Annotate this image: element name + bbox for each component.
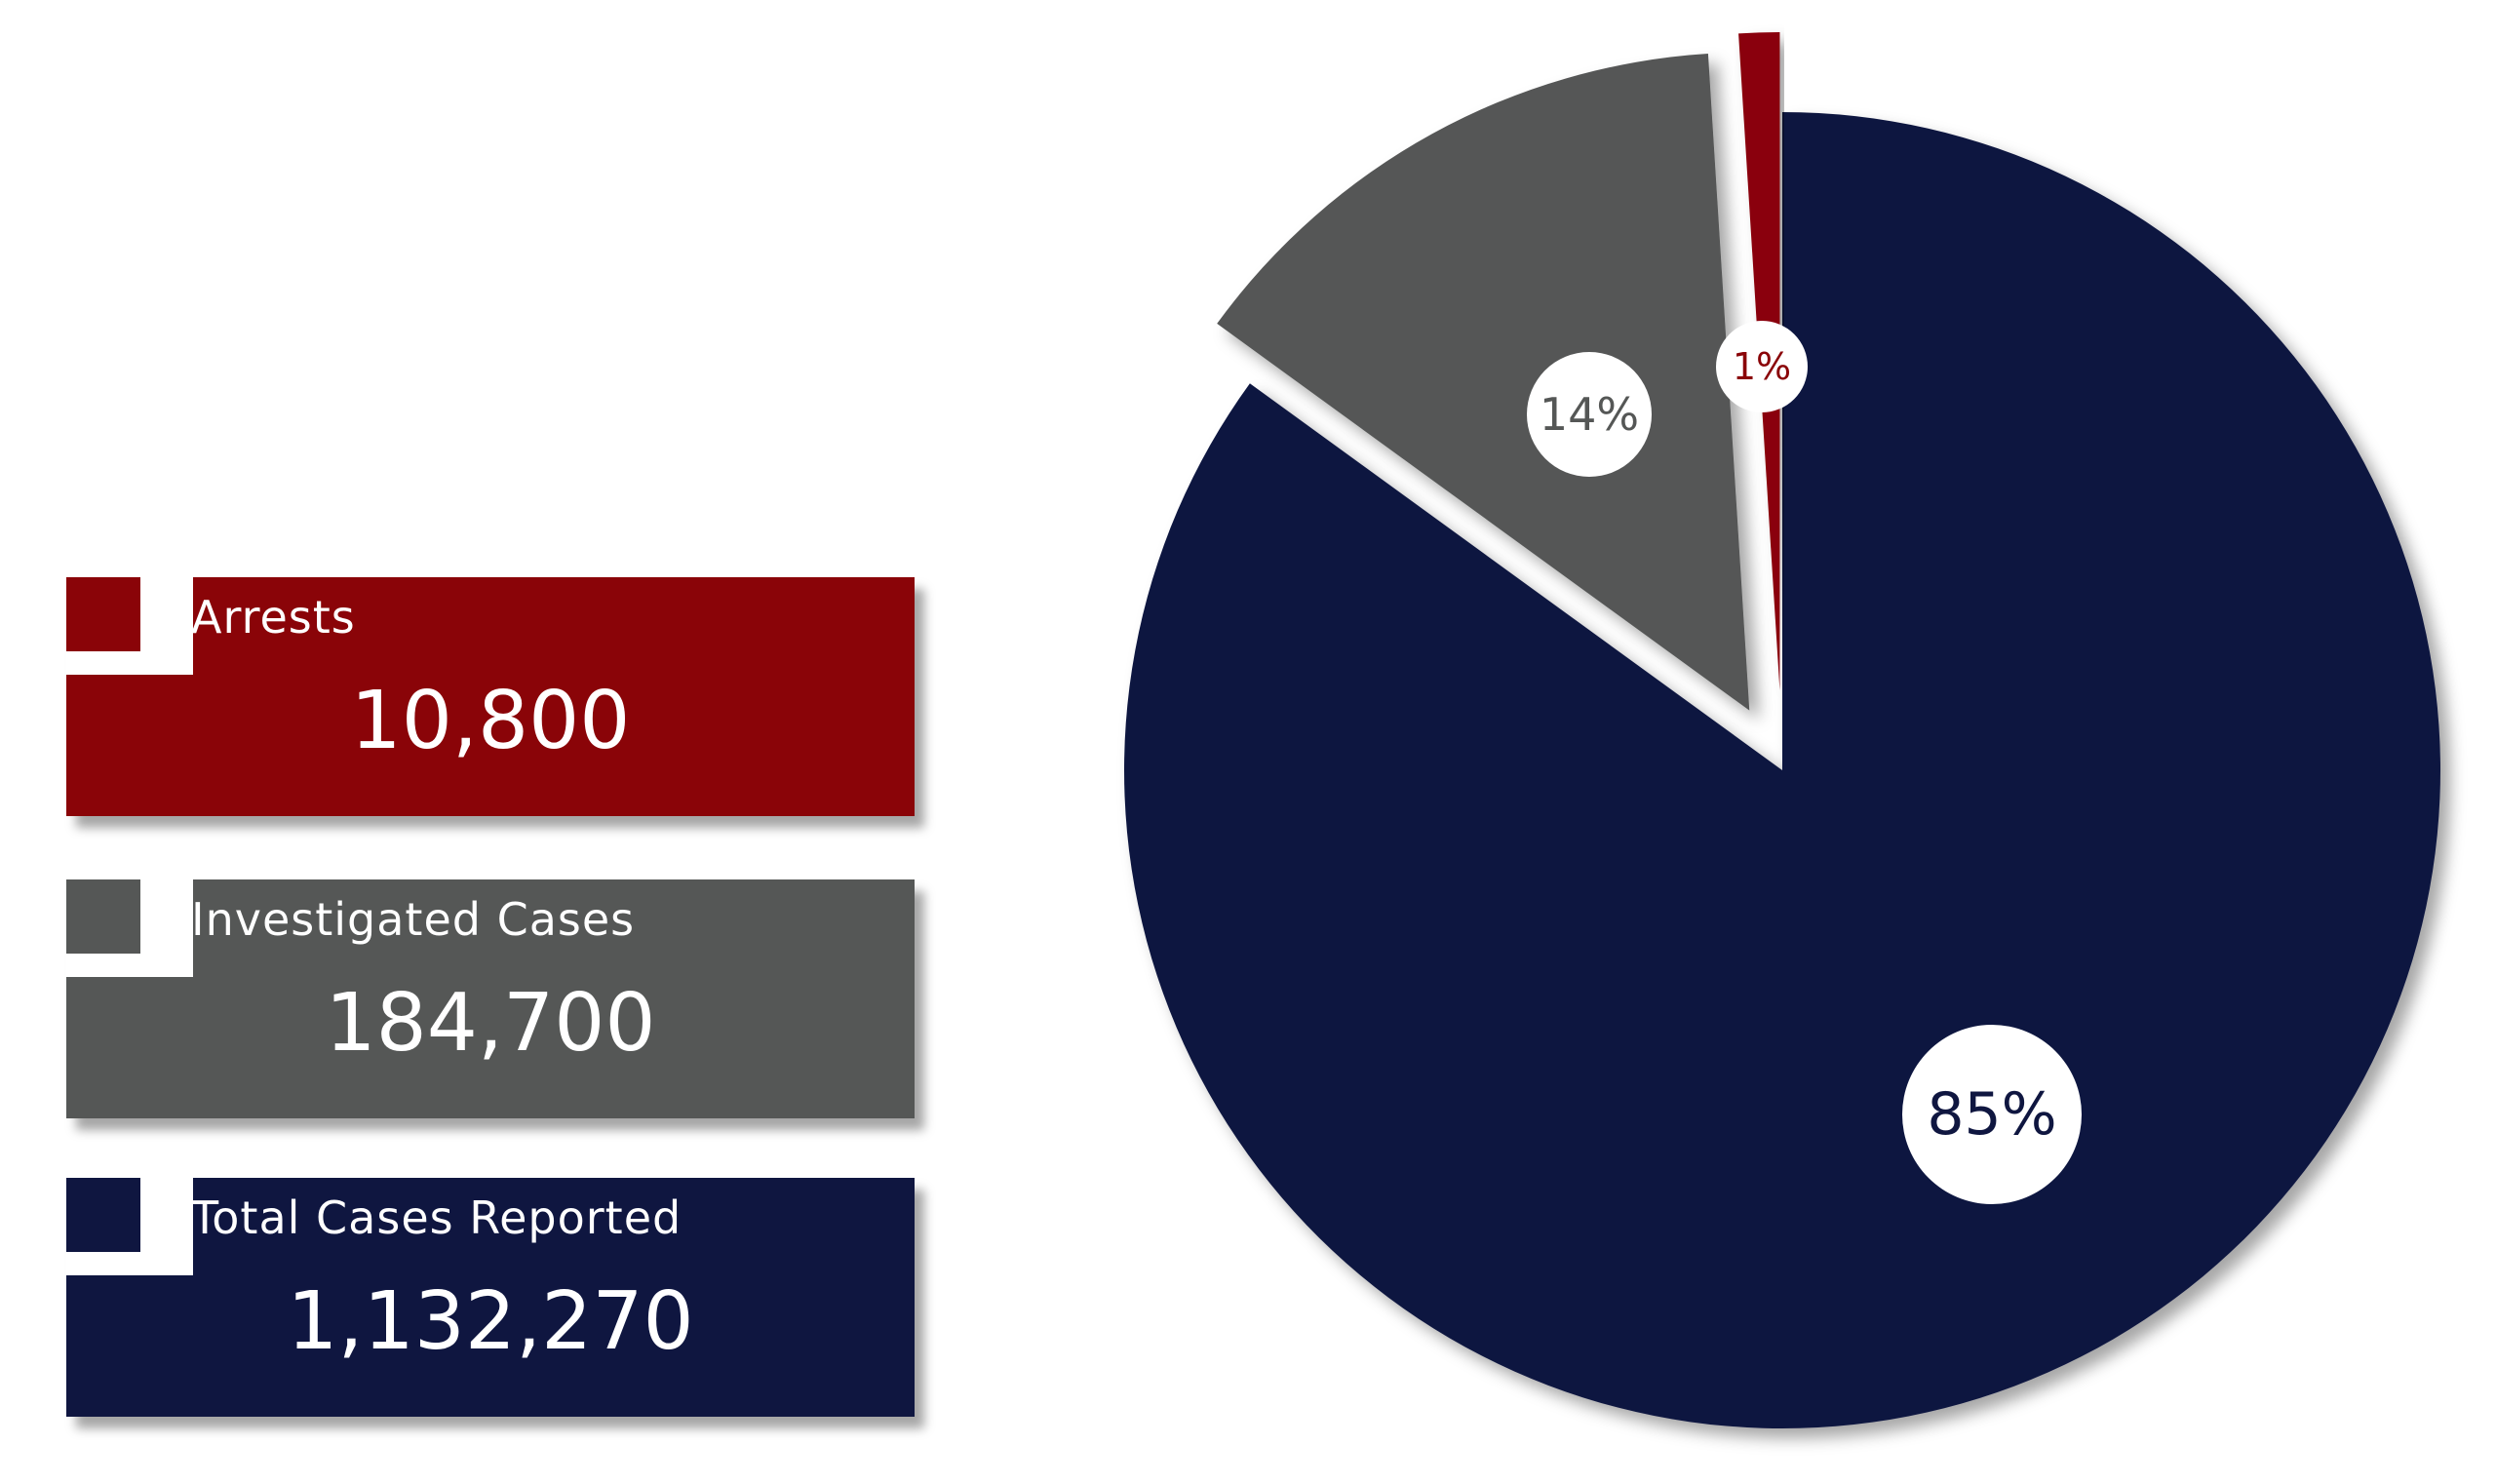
investigated-cases-label: Investigated Cases	[191, 893, 636, 946]
total-cases-value: 1,132,270	[287, 1275, 694, 1368]
arrests-card: Arrests 10,800	[66, 577, 915, 816]
investigated-legend-swatch	[66, 879, 140, 954]
pie-label-badge	[1716, 321, 1808, 412]
pie-label-badge	[1527, 352, 1652, 477]
arrests-legend-swatch	[66, 577, 140, 651]
pie-slice-total-cases-reported	[1124, 112, 2440, 1428]
total-cases-card: Total Cases Reported 1,132,270	[66, 1178, 915, 1417]
total-cases-label: Total Cases Reported	[191, 1191, 682, 1244]
pie-label-badge	[1902, 1025, 2082, 1204]
pie-percent-label: 14%	[1540, 388, 1639, 441]
pie-slice-investigated-cases	[1217, 53, 1750, 711]
pie-percent-label: 85%	[1927, 1080, 2056, 1149]
arrests-value: 10,800	[350, 675, 631, 767]
total-legend-swatch	[66, 1178, 140, 1252]
investigated-cases-card: Investigated Cases 184,700	[66, 879, 915, 1118]
pie-percent-label: 1%	[1733, 345, 1791, 388]
arrests-label: Arrests	[191, 591, 356, 644]
investigated-cases-value: 184,700	[325, 977, 656, 1070]
